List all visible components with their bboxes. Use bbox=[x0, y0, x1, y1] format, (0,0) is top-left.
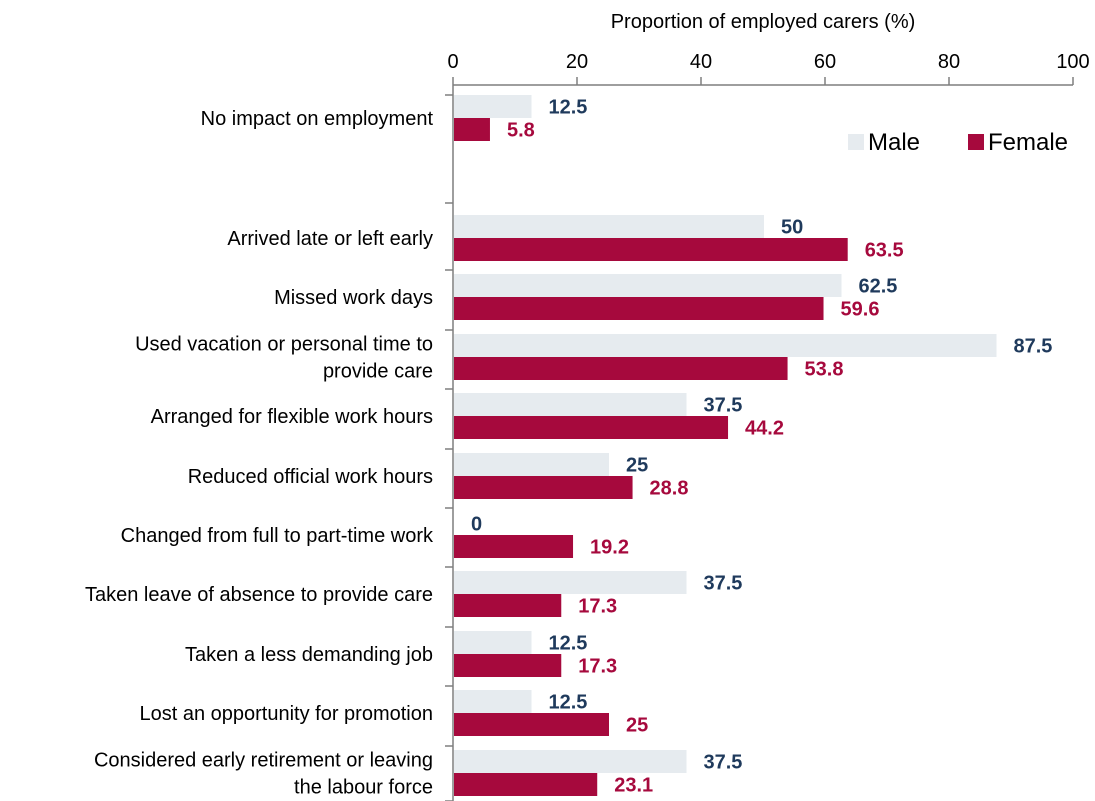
data-label-male: 62.5 bbox=[859, 276, 898, 298]
category-label-line: No impact on employment bbox=[201, 108, 434, 130]
x-axis: Proportion of employed carers (%) 0 20 40 60… bbox=[447, 11, 1090, 86]
bar-female bbox=[454, 118, 490, 141]
data-label-female: 28.8 bbox=[650, 478, 689, 500]
data-label-male: 37.5 bbox=[704, 395, 743, 417]
data-label-male: 87.5 bbox=[1014, 336, 1053, 358]
category-label: Reduced official work hours bbox=[188, 466, 433, 488]
data-label-male: 37.5 bbox=[704, 752, 743, 774]
bar-male bbox=[454, 95, 532, 118]
bar-male bbox=[454, 274, 842, 297]
bar-female bbox=[454, 416, 729, 439]
category-label-line: the labour force bbox=[294, 777, 433, 799]
data-label-male: 12.5 bbox=[549, 633, 588, 655]
x-tick-label: 20 bbox=[566, 51, 588, 73]
category-label-line: Taken leave of absence to provide care bbox=[85, 584, 433, 606]
category-label-line: Arrived late or left early bbox=[227, 228, 433, 250]
bar-female bbox=[454, 773, 598, 796]
bar-female bbox=[454, 297, 824, 320]
category-label: Missed work days bbox=[274, 287, 433, 309]
category-label: Taken a less demanding job bbox=[185, 644, 433, 666]
bar-male bbox=[454, 750, 687, 773]
x-tick-label: 0 bbox=[447, 51, 458, 73]
x-tick-label: 80 bbox=[938, 51, 960, 73]
data-label-male: 12.5 bbox=[549, 692, 588, 714]
bar-female bbox=[454, 357, 788, 380]
data-label-female: 25 bbox=[626, 715, 648, 737]
category-label-line: Lost an opportunity for promotion bbox=[139, 703, 433, 725]
bars bbox=[454, 95, 997, 796]
bar-male bbox=[454, 631, 532, 654]
category-label: Taken leave of absence to provide care bbox=[85, 584, 433, 606]
category-label: Used vacation or personal time to provide… bbox=[135, 334, 433, 383]
legend: Male Female bbox=[848, 129, 1068, 156]
data-label-female: 59.6 bbox=[841, 299, 880, 321]
bar-male bbox=[454, 393, 687, 416]
category-label: No impact on employment bbox=[201, 108, 434, 130]
category-label-line: Reduced official work hours bbox=[188, 466, 433, 488]
bar-male bbox=[454, 571, 687, 594]
data-label-male: 0 bbox=[471, 514, 482, 536]
x-tick-label: 100 bbox=[1056, 51, 1089, 73]
data-label-female: 44.2 bbox=[745, 418, 784, 440]
data-label-female: 23.1 bbox=[614, 775, 653, 797]
category-label-line: provide care bbox=[323, 361, 433, 383]
x-tick-label: 60 bbox=[814, 51, 836, 73]
x-axis-title: Proportion of employed carers (%) bbox=[611, 11, 916, 33]
category-labels: No impact on employment Arrived late or l… bbox=[85, 108, 434, 799]
category-label-line: Considered early retirement or leaving bbox=[94, 750, 433, 772]
data-label-male: 50 bbox=[781, 217, 803, 239]
bar-female bbox=[454, 594, 562, 617]
category-label: Arranged for flexible work hours bbox=[151, 406, 433, 428]
data-label-female: 5.8 bbox=[507, 120, 535, 142]
category-label: Changed from full to part-time work bbox=[121, 525, 434, 547]
bar-female bbox=[454, 713, 609, 736]
y-axis bbox=[445, 85, 454, 801]
legend-label-male: Male bbox=[868, 129, 920, 156]
category-label-line: Changed from full to part-time work bbox=[121, 525, 434, 547]
category-label: Lost an opportunity for promotion bbox=[139, 703, 433, 725]
data-labels: 12.55.85063.562.559.687.553.837.544.2252… bbox=[471, 97, 1052, 797]
bar-male bbox=[454, 334, 997, 357]
legend-swatch-male bbox=[848, 134, 864, 150]
x-tick-label: 40 bbox=[690, 51, 712, 73]
bar-female bbox=[454, 535, 574, 558]
data-label-female: 17.3 bbox=[578, 596, 617, 618]
category-label-line: Taken a less demanding job bbox=[185, 644, 433, 666]
legend-swatch-female bbox=[968, 134, 984, 150]
category-label: Considered early retirement or leaving th… bbox=[94, 750, 433, 799]
data-label-male: 37.5 bbox=[704, 573, 743, 595]
category-label-line: Used vacation or personal time to bbox=[135, 334, 433, 356]
bar-female bbox=[454, 654, 562, 677]
data-label-male: 12.5 bbox=[549, 97, 588, 119]
legend-label-female: Female bbox=[988, 129, 1068, 156]
bar-male bbox=[454, 453, 609, 476]
category-label: Arrived late or left early bbox=[227, 228, 433, 250]
bar-male bbox=[454, 215, 764, 238]
bar-male bbox=[454, 690, 532, 713]
data-label-male: 25 bbox=[626, 455, 648, 477]
bar-female bbox=[454, 476, 633, 499]
data-label-female: 63.5 bbox=[865, 240, 904, 262]
data-label-female: 19.2 bbox=[590, 537, 629, 559]
category-label-line: Arranged for flexible work hours bbox=[151, 406, 433, 428]
category-label-line: Missed work days bbox=[274, 287, 433, 309]
bar-female bbox=[454, 238, 848, 261]
data-label-female: 17.3 bbox=[578, 656, 617, 678]
data-label-female: 53.8 bbox=[805, 359, 844, 381]
